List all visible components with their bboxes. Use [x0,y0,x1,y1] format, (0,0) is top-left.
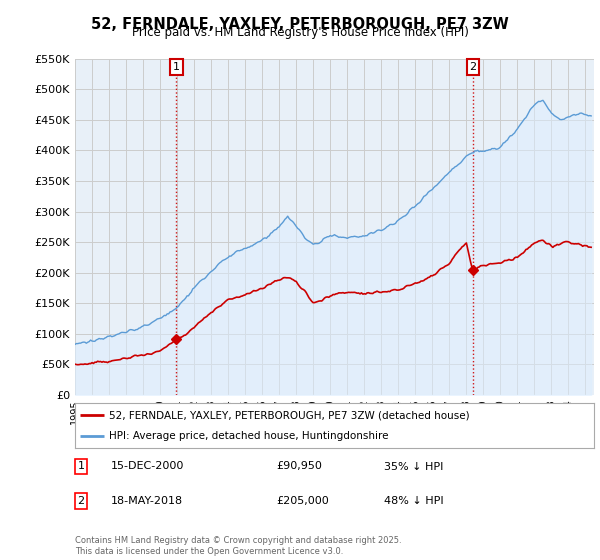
Text: 2: 2 [469,62,476,72]
Text: 2: 2 [77,496,85,506]
Text: 1: 1 [173,62,180,72]
Text: 52, FERNDALE, YAXLEY, PETERBOROUGH, PE7 3ZW (detached house): 52, FERNDALE, YAXLEY, PETERBOROUGH, PE7 … [109,410,469,421]
Text: Price paid vs. HM Land Registry's House Price Index (HPI): Price paid vs. HM Land Registry's House … [131,26,469,39]
Text: Contains HM Land Registry data © Crown copyright and database right 2025.
This d: Contains HM Land Registry data © Crown c… [75,536,401,556]
Text: 52, FERNDALE, YAXLEY, PETERBOROUGH, PE7 3ZW: 52, FERNDALE, YAXLEY, PETERBOROUGH, PE7 … [91,17,509,32]
Text: 1: 1 [77,461,85,472]
Text: £90,950: £90,950 [276,461,322,472]
Text: 35% ↓ HPI: 35% ↓ HPI [384,461,443,472]
Text: 18-MAY-2018: 18-MAY-2018 [111,496,183,506]
Text: HPI: Average price, detached house, Huntingdonshire: HPI: Average price, detached house, Hunt… [109,431,388,441]
Text: 15-DEC-2000: 15-DEC-2000 [111,461,184,472]
Text: £205,000: £205,000 [276,496,329,506]
Text: 48% ↓ HPI: 48% ↓ HPI [384,496,443,506]
